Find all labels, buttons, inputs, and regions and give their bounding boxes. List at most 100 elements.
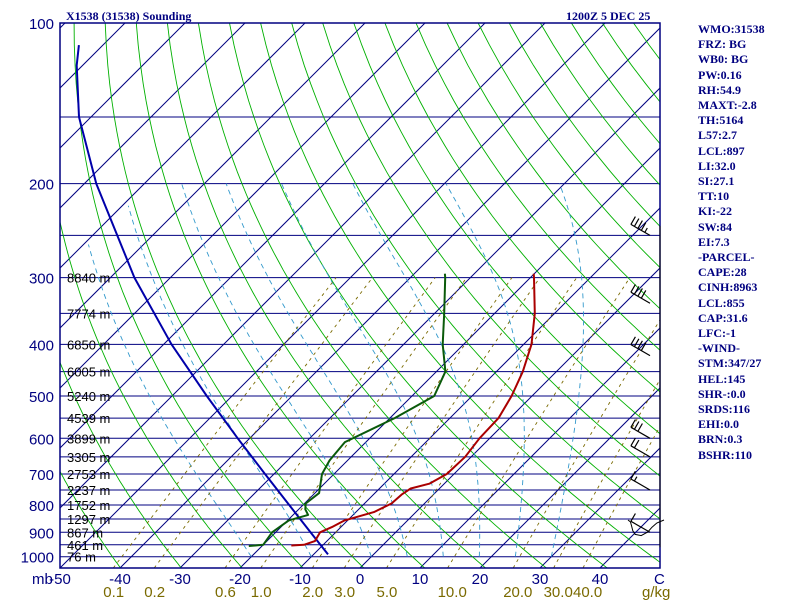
wind-barb: [630, 419, 651, 439]
chart-datetime: 1200Z 5 DEC 25: [566, 9, 650, 23]
isotherm-line: [539, 447, 660, 568]
stat-line: EHI:0.0: [698, 417, 740, 432]
moist-adiabat-line: [550, 183, 584, 557]
mixing-ratio-tick: 0.1: [103, 584, 124, 600]
stat-line: TT:10: [698, 189, 730, 204]
stat-line: BRN:0.3: [698, 432, 743, 447]
isotherm-line: [419, 327, 660, 568]
temperature-tick: 30: [532, 571, 549, 588]
temperature-tick: -30: [169, 571, 191, 588]
height-label: 6005 m: [67, 365, 110, 380]
moist-adiabat-line: [445, 183, 525, 557]
wind-barb: [630, 437, 651, 458]
wind-profile: [627, 216, 665, 548]
moist-adiabat-line: [225, 183, 408, 557]
stat-line: CAPE:28: [698, 265, 747, 280]
moist-adiabat-line: [352, 183, 481, 557]
dry-adiabat-line: [135, 23, 425, 568]
isotherm-line: [60, 23, 486, 449]
stat-line: BSHR:110: [698, 447, 753, 462]
isotherm-line: [119, 27, 660, 568]
moist-adiabat-line: [181, 183, 372, 557]
profile-traces: [75, 44, 536, 556]
stat-line: KI:-22: [698, 204, 732, 219]
stat-line: L57:2.7: [698, 128, 737, 143]
height-label: 3305 m: [67, 450, 110, 465]
pressure-tick: 1000: [21, 550, 54, 567]
stat-line: RH:54.9: [698, 82, 741, 97]
moist-adiabat-line: [127, 205, 312, 557]
stat-line: CAP:31.6: [698, 310, 748, 325]
pressure-tick: 200: [29, 177, 54, 194]
stat-line: SI:27.1: [698, 174, 735, 189]
isotherm-line: [0, 23, 5, 568]
stat-line: TH:5164: [698, 113, 744, 128]
stat-line: SW:84: [698, 219, 733, 234]
temperature-tick: 40: [592, 571, 609, 588]
dry-adiabat-line: [477, 23, 660, 269]
dry-adiabat-line: [260, 23, 660, 563]
stat-line: LCL:855: [698, 295, 745, 310]
dry-adiabat-line: [353, 23, 660, 435]
stat-line: -WIND-: [698, 341, 740, 356]
dry-adiabat-line: [446, 23, 660, 310]
height-label: 2753 m: [67, 467, 110, 482]
mixing-ratio-tick: 2.0: [302, 584, 323, 600]
mixing-ratio-unit-label: g/kg: [642, 584, 670, 600]
stat-line: MAXT:-2.8: [698, 98, 757, 113]
isotherm-line: [60, 23, 606, 568]
stat-line: PW:0.16: [698, 67, 742, 82]
pressure-tick: 700: [29, 467, 54, 484]
height-label: 8840 m: [67, 271, 110, 286]
pressure-tick: 100: [29, 16, 54, 33]
stat-line: LFC:-1: [698, 326, 736, 341]
height-label: 76 m: [67, 550, 96, 565]
isotherm-line: [179, 87, 660, 568]
isotherm-line: [299, 207, 660, 568]
mixing-ratio-tick: 30.0: [544, 584, 573, 600]
mixing-ratio-tick: 5.0: [377, 584, 398, 600]
mixing-ratio-tick: 0.6: [215, 584, 236, 600]
stat-line: HEL:145: [698, 371, 746, 386]
mixing-ratio-line: [260, 277, 468, 568]
dry-adiabat-line: [0, 23, 60, 568]
mixing-ratio-tick: 10.0: [438, 584, 467, 600]
wind-barb: [630, 216, 651, 236]
moist-adiabat-line: [87, 244, 252, 557]
height-label: 6850 m: [67, 337, 110, 352]
stat-line: CINH:8963: [698, 280, 758, 295]
moist-adiabat-line: [281, 183, 444, 557]
stat-line: FRZ: BG: [698, 37, 747, 52]
pressure-tick: 800: [29, 498, 54, 515]
isotherm-line: [60, 23, 366, 329]
dry-adiabat-line: [60, 470, 121, 568]
pressure-tick: 600: [29, 431, 54, 448]
isotherm-line: [60, 23, 246, 209]
stat-line: WMO:31538: [698, 22, 765, 36]
chart-title: X1538 (31538) Sounding: [66, 9, 191, 23]
stat-line: SRDS:116: [698, 402, 751, 417]
temperature-trace-line: [291, 273, 536, 547]
background-lines: [0, 23, 660, 568]
mixing-ratio-tick: 40.0: [573, 584, 602, 600]
temperature-tick: -20: [229, 571, 251, 588]
axis-ticks: 0.1 0.2 0.6 1.0 2.0 3.0 5.0 10.0 20.0 30.0 40.0100…: [21, 16, 609, 600]
height-label: 867 m: [67, 525, 103, 540]
dry-adiabat-line: [73, 23, 304, 568]
dry-adiabat-line: [322, 23, 660, 477]
isotherm-line: [60, 23, 306, 269]
height-label: 4539 m: [67, 411, 110, 426]
mixing-ratio-tick: 0.2: [144, 584, 165, 600]
mixing-ratio-line: [447, 277, 631, 568]
stat-line: STM:347/27: [698, 356, 762, 371]
mixing-ratio-line: [224, 277, 436, 568]
mixing-ratio-line: [112, 277, 337, 568]
dewpoint-trace-line: [248, 273, 447, 547]
wind-barb: [630, 470, 651, 491]
pressure-tick: 300: [29, 271, 54, 288]
isotherm-line: [60, 23, 186, 149]
wind-barb: [630, 513, 651, 533]
temperature-tick: 20: [472, 571, 489, 588]
temperature-tick: 0: [356, 571, 364, 588]
temperature-unit-label: C: [654, 571, 665, 588]
